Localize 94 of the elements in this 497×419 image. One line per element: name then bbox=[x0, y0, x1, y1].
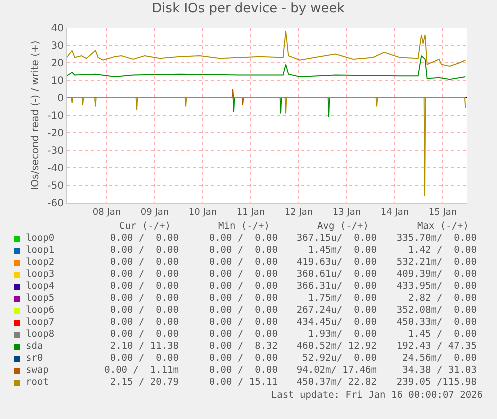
x-tick-label: 08 Jan bbox=[92, 208, 122, 218]
text: 0.00 / 0.00 bbox=[110, 257, 179, 269]
y-axis-title: IOs/second read (-) / write (+) bbox=[30, 40, 42, 190]
line-series bbox=[67, 98, 466, 196]
text: 360.61u/ 0.00 bbox=[296, 269, 377, 281]
text: 0.00 / 0.00 bbox=[110, 317, 179, 329]
text: 1.93m/ 0.00 bbox=[308, 329, 377, 341]
text: 0.00 / 0.00 bbox=[110, 305, 179, 317]
legend-label: loop1 bbox=[26, 245, 55, 257]
text: 419.63u/ 0.00 bbox=[296, 257, 377, 269]
y-tick-label: 10 bbox=[51, 76, 64, 87]
text: 2.10 / 11.38 bbox=[110, 341, 179, 353]
y-tick-label: -60 bbox=[48, 198, 64, 210]
x-tick-label: 10 Jan bbox=[188, 208, 218, 218]
text: 0.00 / 8.32 bbox=[209, 341, 278, 353]
text: 0.00 / 0.00 bbox=[209, 245, 278, 257]
text: 0.00 / 1.11m bbox=[104, 365, 179, 377]
text: 0.00 / 15.11 bbox=[209, 377, 278, 389]
text: 434.45u/ 0.00 bbox=[296, 317, 377, 329]
text: 52.92u/ 0.00 bbox=[302, 353, 377, 365]
text: 2.15 / 20.79 bbox=[110, 377, 179, 389]
text: 2.82 / 0.00 bbox=[408, 293, 477, 305]
text: 0.00 / 0.00 bbox=[209, 269, 278, 281]
text: 450.37m/ 22.82 bbox=[296, 377, 377, 389]
text: 0.00 / 0.00 bbox=[110, 329, 179, 341]
text: 1.45m/ 0.00 bbox=[308, 245, 377, 257]
legend-label: swap bbox=[26, 365, 49, 377]
text: 1.75m/ 0.00 bbox=[308, 293, 377, 305]
legend-label: sr0 bbox=[26, 353, 44, 365]
text: 460.52m/ 12.92 bbox=[296, 341, 377, 353]
y-tick-label: -10 bbox=[48, 111, 64, 122]
legend-label: root bbox=[26, 377, 49, 389]
text: 367.15u/ 0.00 bbox=[296, 233, 377, 245]
y-tick-label: -20 bbox=[48, 128, 64, 140]
text: 0.00 / 0.00 bbox=[209, 233, 278, 245]
x-tick-label: 13 Jan bbox=[332, 208, 362, 218]
legend-label: loop2 bbox=[26, 257, 55, 269]
y-tick-label: 0 bbox=[58, 94, 64, 104]
x-tick-label: 15 Jan bbox=[428, 208, 458, 218]
text: 450.33m/ 0.00 bbox=[396, 317, 477, 329]
legend-label: loop6 bbox=[26, 305, 55, 317]
text: 1.42 / 0.00 bbox=[408, 245, 477, 257]
text: Max (-/+) bbox=[418, 221, 469, 233]
legend-label: loop5 bbox=[26, 293, 55, 305]
legend-label: loop0 bbox=[26, 233, 55, 245]
text: 0.00 / 0.00 bbox=[209, 257, 278, 269]
legend-label: loop4 bbox=[26, 281, 55, 293]
text: 352.08m/ 0.00 bbox=[396, 305, 477, 317]
text: 267.24u/ 0.00 bbox=[296, 305, 377, 317]
text: 0.00 / 0.00 bbox=[209, 293, 278, 305]
text: 532.21m/ 0.00 bbox=[396, 257, 477, 269]
y-tick-label: -40 bbox=[48, 164, 64, 174]
text: 0.00 / 0.00 bbox=[209, 365, 278, 377]
x-tick-label: 14 Jan bbox=[380, 208, 410, 218]
text: 0.00 / 0.00 bbox=[110, 281, 179, 293]
y-tick-label: -50 bbox=[48, 181, 64, 192]
text: 0.00 / 0.00 bbox=[209, 317, 278, 329]
legend-label: loop7 bbox=[26, 317, 55, 329]
chart-title: Disk IOs per device - by week bbox=[152, 1, 346, 16]
text: 0.00 / 0.00 bbox=[110, 353, 179, 365]
text: 0.00 / 0.00 bbox=[110, 233, 179, 245]
text: Cur (-/+) bbox=[120, 221, 171, 233]
text: 366.31u/ 0.00 bbox=[296, 281, 377, 293]
text: Min (-/+) bbox=[218, 221, 270, 233]
text: 34.38 / 31.03 bbox=[402, 365, 477, 377]
text: 409.39m/ 0.00 bbox=[396, 269, 477, 281]
text: Avg (-/+) bbox=[318, 221, 369, 233]
text: 94.02m/ 17.46m bbox=[296, 365, 377, 377]
text: 0.00 / 0.00 bbox=[110, 245, 179, 257]
y-tick-label: 40 bbox=[51, 24, 64, 34]
legend-label: loop8 bbox=[26, 329, 55, 341]
text: 192.43 / 47.35 bbox=[396, 341, 477, 353]
text: 0.00 / 0.00 bbox=[209, 305, 278, 317]
text: 0.00 / 0.00 bbox=[209, 329, 278, 341]
x-tick-label: 11 Jan bbox=[236, 208, 266, 218]
x-tick-label: 09 Jan bbox=[140, 208, 170, 218]
text: 1.45 / 0.00 bbox=[408, 329, 477, 341]
text: 0.00 / 0.00 bbox=[209, 281, 278, 293]
line-series bbox=[67, 31, 466, 67]
text: 24.56m/ 0.00 bbox=[402, 353, 477, 365]
legend-label: sda bbox=[26, 341, 44, 353]
text: Last update: Fri Jan 16 00:00:07 2026 bbox=[271, 390, 483, 402]
text: 0.00 / 0.00 bbox=[110, 293, 179, 305]
text: 0.00 / 0.00 bbox=[209, 353, 278, 365]
y-tick-label: -30 bbox=[48, 146, 64, 157]
text: 239.05 /115.98 bbox=[396, 377, 477, 389]
legend-label: loop3 bbox=[26, 269, 55, 281]
text: 433.95m/ 0.00 bbox=[396, 281, 477, 293]
text: 335.70m/ 0.00 bbox=[396, 233, 477, 245]
text: 0.00 / 0.00 bbox=[110, 269, 179, 281]
line-series bbox=[67, 56, 466, 80]
y-tick-label: 20 bbox=[51, 58, 64, 70]
y-tick-label: 30 bbox=[51, 41, 64, 52]
x-tick-label: 12 Jan bbox=[284, 208, 314, 218]
